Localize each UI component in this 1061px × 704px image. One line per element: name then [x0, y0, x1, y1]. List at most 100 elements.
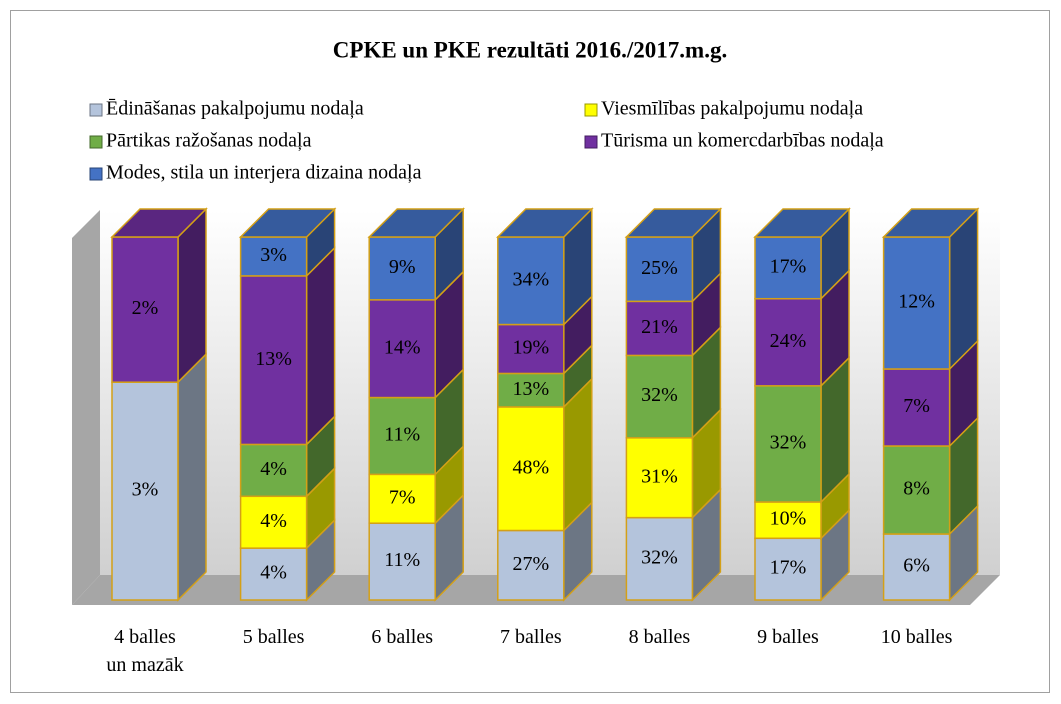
data-label: 25% — [641, 257, 678, 279]
x-tick-label: 8 balles — [629, 626, 691, 648]
bar-segment — [754, 356, 850, 504]
legend-label: Ēdināšanas pakalpojumu nodaļa — [106, 98, 364, 120]
bar-segment — [368, 493, 464, 602]
data-label: 11% — [384, 549, 420, 571]
data-label: 2% — [132, 297, 159, 319]
legend-swatch — [584, 135, 598, 149]
bar-front — [239, 275, 308, 446]
legend-label: Viesmīlības pakalpojumu nodaļa — [601, 98, 863, 120]
data-label: 19% — [512, 337, 549, 359]
data-label: 17% — [770, 557, 807, 579]
data-label: 11% — [384, 424, 420, 446]
bar-front — [368, 473, 436, 524]
bar-segment — [881, 207, 980, 371]
bar-top — [624, 208, 723, 238]
bar-front — [368, 299, 436, 399]
legend-label: Pārtikas ražošanas nodaļa — [106, 130, 312, 152]
data-label: 12% — [898, 291, 935, 313]
bar-segment — [882, 504, 979, 602]
legend-swatch — [89, 167, 103, 181]
bar-segment — [239, 246, 336, 447]
data-label: 27% — [512, 553, 549, 575]
bar-segment — [368, 444, 464, 526]
bar-top — [238, 208, 337, 238]
bar-segment — [625, 271, 722, 358]
bar-side — [177, 352, 207, 602]
x-tick-label: 10 balles — [881, 626, 953, 648]
bar-segment — [238, 207, 337, 278]
chart-title: CPKE un PKE rezultāti 2016./2017.m.g. — [333, 37, 727, 62]
bar-top — [110, 208, 208, 238]
bar-segment — [110, 207, 208, 385]
data-label: 32% — [641, 546, 678, 568]
bar-front — [368, 236, 436, 301]
bar-segment — [368, 270, 464, 400]
bar-front — [239, 547, 308, 601]
bar-segment — [624, 207, 723, 304]
bar-front — [497, 406, 565, 532]
bar-top — [367, 208, 466, 238]
data-label: 10% — [770, 508, 807, 530]
bar-side — [305, 246, 336, 447]
bar-segment — [497, 377, 593, 533]
data-label: 14% — [384, 336, 421, 358]
bar-segment — [497, 343, 593, 409]
data-label: 32% — [641, 384, 678, 406]
bar-segment — [625, 487, 722, 602]
bar-segment — [111, 352, 207, 602]
bar-top — [753, 208, 851, 238]
x-tick-label: 4 balles un mazāk — [106, 626, 183, 676]
bar-top — [881, 208, 980, 238]
bar-front — [625, 437, 694, 519]
data-label: 3% — [132, 479, 159, 501]
data-label: 21% — [641, 316, 678, 338]
data-label: 48% — [512, 456, 549, 478]
bar-side — [177, 207, 207, 385]
data-label: 9% — [389, 256, 416, 278]
data-label: 13% — [512, 378, 549, 400]
bar-segment — [754, 508, 850, 602]
bar-front — [754, 537, 822, 601]
bar-top — [495, 208, 594, 238]
bar-front — [754, 385, 822, 503]
bar-front — [368, 522, 436, 601]
data-label: 13% — [255, 348, 292, 370]
bar-segment — [497, 500, 593, 602]
data-label: 7% — [903, 395, 930, 417]
x-tick-label: 9 balles — [757, 626, 819, 648]
bar-segment — [882, 339, 979, 448]
bar-front — [625, 300, 694, 357]
bar-front — [497, 372, 565, 408]
data-label: 24% — [770, 330, 807, 352]
bar-front — [882, 445, 951, 535]
data-label: 4% — [260, 510, 287, 532]
legend-swatch — [89, 135, 103, 149]
bar-front — [625, 236, 694, 303]
x-tick-label: 6 balles — [371, 626, 433, 648]
bar-front — [882, 236, 951, 370]
bar-front — [239, 495, 308, 549]
x-tick-label: 7 balles — [500, 626, 562, 648]
data-label: 8% — [903, 478, 930, 500]
data-label: 34% — [512, 268, 549, 290]
bar-front — [111, 381, 179, 601]
side-wall — [72, 210, 100, 605]
bar-segment — [753, 207, 851, 301]
legend-swatch — [584, 103, 598, 117]
bar-front — [239, 236, 308, 277]
data-label: 3% — [260, 244, 287, 266]
data-label: 31% — [641, 465, 678, 487]
bar-front — [754, 297, 822, 387]
data-label: 4% — [260, 562, 287, 584]
bar-segment — [239, 518, 336, 602]
x-tick-label: 5 balles — [243, 626, 305, 648]
data-label: 7% — [389, 486, 416, 508]
bar-front — [625, 516, 694, 601]
bar-front — [497, 236, 565, 326]
legend-label: Modes, stila un interjera dizaina nodaļa — [106, 162, 422, 184]
bar-segment — [367, 207, 466, 302]
data-label: 6% — [903, 555, 930, 577]
bar-front — [882, 368, 951, 447]
data-label: 32% — [770, 432, 807, 454]
